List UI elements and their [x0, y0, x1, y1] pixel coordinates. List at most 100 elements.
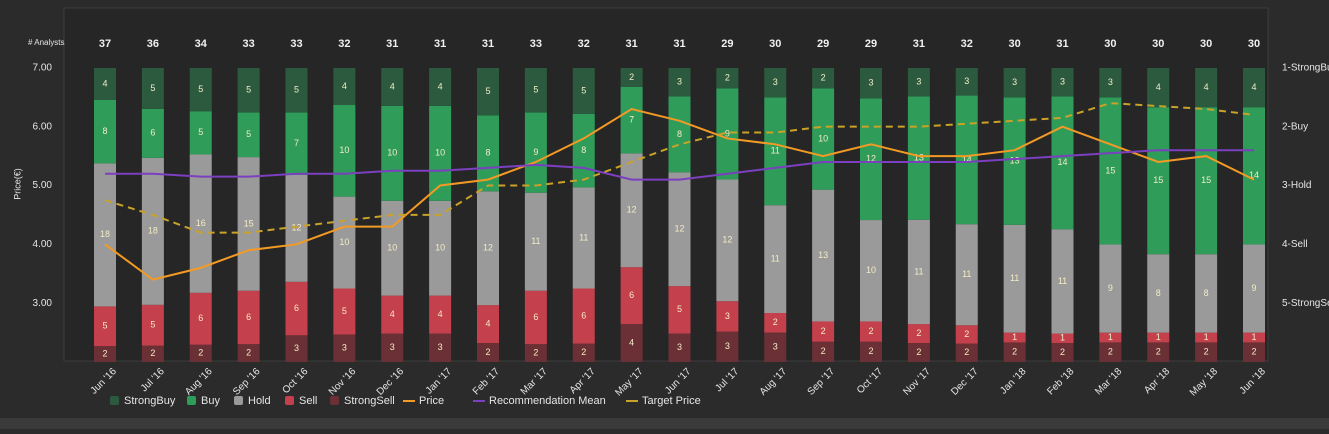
bar-segment: [716, 179, 739, 302]
bar-segment: [237, 68, 260, 113]
analyst-count: 30: [1104, 38, 1116, 50]
segment-label: 2: [868, 346, 873, 356]
segment-label: 5: [581, 85, 586, 95]
segment-label: 2: [1251, 347, 1256, 357]
bar-segment: [716, 301, 739, 332]
bar-segment: [141, 304, 164, 346]
segment-label: 2: [102, 348, 107, 358]
segment-label: 10: [435, 148, 445, 158]
bar-segment: [1195, 342, 1218, 362]
bottom-strip: [0, 418, 1329, 429]
x-tick-label: Mar '18: [1093, 366, 1124, 397]
bar-segment: [668, 172, 691, 287]
bar-segment: [429, 105, 452, 201]
bar-segment: [189, 111, 212, 155]
analyst-count: 29: [865, 38, 877, 50]
segment-label: 2: [533, 347, 538, 357]
bar-segment: [524, 344, 547, 362]
segment-label: 13: [818, 250, 828, 260]
bar-segment: [333, 68, 356, 105]
segment-label: 5: [533, 85, 538, 95]
segment-label: 2: [150, 348, 155, 358]
bar-segment: [189, 154, 212, 293]
analyst-count: 31: [626, 38, 638, 50]
bar-segment: [907, 68, 930, 97]
segment-label: 11: [579, 232, 588, 242]
segment-label: 2: [1204, 347, 1209, 357]
bar-segment: [860, 98, 882, 221]
x-tick-label: Sep '17: [806, 366, 838, 398]
segment-label: 2: [964, 329, 969, 339]
segment-label: 10: [866, 265, 876, 275]
analyst-count: 33: [243, 38, 255, 50]
bar-segment: [716, 68, 739, 89]
segment-label: 14: [1249, 170, 1259, 180]
segment-label: 5: [677, 304, 682, 314]
x-tick-label: May '18: [1188, 366, 1221, 399]
analyst-count: 31: [913, 38, 925, 50]
x-tick-label: Oct '16: [281, 366, 311, 396]
bar-segment: [477, 343, 499, 362]
segment-label: 15: [1153, 175, 1163, 185]
segment-label: 5: [150, 83, 155, 93]
bar-segment: [860, 220, 882, 322]
x-tick-label: Sep '16: [231, 366, 263, 398]
bar-segment: [764, 97, 787, 206]
segment-label: 11: [771, 146, 780, 156]
analyst-count: 32: [961, 38, 973, 50]
bar-segment: [764, 313, 787, 333]
segment-label: 3: [868, 78, 873, 88]
segment-label: 7: [294, 138, 299, 148]
segment-label: 2: [1012, 347, 1017, 357]
x-tick-label: Jan '17: [424, 366, 455, 397]
analyst-count: 33: [290, 38, 302, 50]
segment-label: 5: [198, 127, 203, 137]
legend-label: Buy: [201, 395, 220, 407]
segment-label: 5: [246, 85, 251, 95]
x-tick-label: Jul '16: [139, 366, 167, 394]
segment-label: 11: [962, 269, 971, 279]
analyst-count: 31: [386, 38, 398, 50]
segment-label: 15: [1201, 175, 1211, 185]
bar-segment: [955, 68, 978, 96]
bar-segment: [668, 96, 691, 173]
segment-label: 8: [581, 145, 586, 155]
bar-segment: [381, 295, 404, 334]
y2-tick-label: 4-Sell: [1282, 239, 1308, 250]
bar-segment: [381, 68, 404, 106]
segment-label: 11: [914, 266, 923, 276]
segment-label: 2: [821, 326, 826, 336]
bar-segment: [285, 68, 308, 113]
bar-segment: [716, 331, 739, 362]
y2-tick-label: 1-StrongBuy: [1282, 62, 1329, 73]
bar-segment: [1195, 107, 1218, 255]
segment-label: 5: [150, 320, 155, 330]
segment-label: 9: [533, 147, 538, 157]
segment-label: 4: [1204, 82, 1209, 92]
x-tick-label: Jun '17: [663, 366, 694, 397]
bar-segment: [620, 86, 643, 154]
bar-segment: [381, 333, 404, 362]
y-tick-label: 5.00: [33, 180, 53, 191]
bar-segment: [1099, 342, 1122, 362]
segment-label: 10: [435, 243, 445, 253]
bar-segment: [1195, 68, 1218, 108]
x-tick-label: Mar '17: [519, 366, 550, 397]
segment-label: 2: [1156, 347, 1161, 357]
bar-segment: [572, 187, 595, 289]
analyst-count: 30: [1009, 38, 1021, 50]
x-tick-label: Nov '16: [327, 366, 359, 398]
segment-label: 3: [1012, 77, 1017, 87]
bar-segment: [1099, 97, 1122, 245]
bar-segment: [812, 68, 835, 89]
bar-segment: [477, 68, 499, 116]
x-tick-label: Apr '17: [568, 366, 598, 396]
line-series: [105, 149, 1254, 181]
bar-segment: [955, 325, 978, 344]
bar-segment: [668, 333, 691, 362]
segment-label: 10: [387, 148, 397, 158]
bar-segment: [429, 333, 452, 362]
bar-segment: [1003, 68, 1026, 98]
segment-label: 2: [773, 317, 778, 327]
segment-label: 2: [629, 72, 634, 82]
